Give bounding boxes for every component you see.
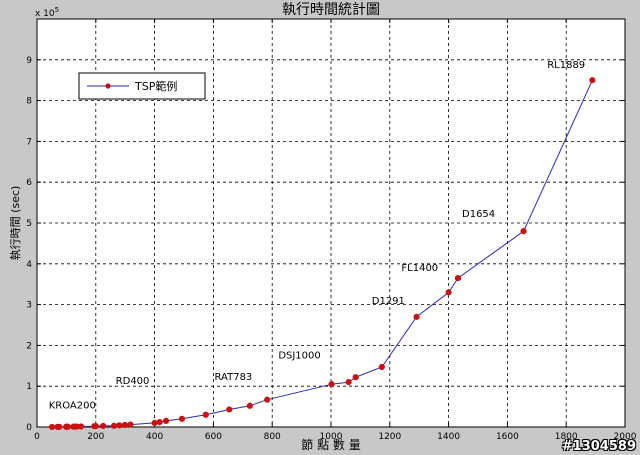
y-axis-multiplier: x 105	[35, 6, 59, 19]
data-point	[121, 421, 129, 429]
legend-entry-label: TSP範例	[134, 79, 177, 93]
data-point	[64, 423, 71, 430]
point-annotation: KROA200	[49, 401, 96, 412]
x-tick-label: 1800	[555, 432, 578, 442]
data-point	[264, 396, 271, 403]
data-point	[156, 419, 163, 426]
point-annotation: RAT783	[214, 372, 252, 383]
data-point	[454, 274, 462, 282]
data-point	[589, 77, 596, 84]
data-point	[110, 422, 118, 429]
data-point	[116, 422, 123, 429]
chart-title: 執行時間統計圖	[282, 2, 380, 18]
y-tick-label: 9	[26, 56, 32, 66]
legend: TSP範例	[78, 72, 206, 100]
data-point	[378, 363, 385, 371]
point-annotation: FL1400	[401, 263, 438, 274]
x-tick-label: 600	[205, 432, 222, 442]
annotations: KROA200 RD400 RAT783 DSJ1000 D1291 FL1400 D165…	[49, 60, 585, 412]
x-tick-label: 200	[87, 432, 104, 442]
y-axis-ticks: 0 1 2 3 4 5 6 7 8 9	[26, 18, 625, 433]
x-tick-label: 1600	[496, 432, 519, 442]
data-point	[100, 422, 107, 430]
x-tick-label: 400	[146, 432, 163, 442]
point-annotation: RL1889	[547, 60, 585, 71]
legend-marker-sample	[105, 83, 111, 89]
data-point	[151, 419, 158, 427]
data-point	[328, 381, 335, 388]
y-tick-label: 1	[26, 382, 32, 392]
x-tick-label: 0	[34, 432, 40, 442]
data-point	[56, 423, 63, 430]
point-annotation: D1654	[462, 209, 495, 220]
x-tick-label: 1000	[320, 432, 343, 442]
point-annotation: DSJ1000	[278, 350, 320, 361]
point-annotation: RD400	[116, 376, 150, 387]
data-point	[162, 417, 170, 424]
x-tick-label: 1200	[378, 432, 401, 442]
y-tick-label: 3	[26, 301, 32, 311]
y-tick-label: 6	[26, 178, 32, 188]
y-tick-label: 8	[26, 97, 32, 107]
x-tick-label: 2000	[614, 432, 637, 442]
data-point	[178, 415, 186, 422]
data-point	[413, 313, 420, 320]
data-point	[92, 423, 99, 430]
x-axis-label: 節 點 數 量	[301, 437, 360, 452]
data-point	[127, 421, 134, 428]
series-markers	[48, 77, 596, 431]
y-axis-label: 執行時間 (sec)	[9, 186, 22, 261]
y-tick-label: 7	[26, 137, 32, 147]
y-tick-label: 5	[26, 219, 32, 229]
data-point	[445, 289, 452, 296]
data-point	[345, 379, 352, 386]
data-point	[226, 406, 233, 413]
y-tick-label: 2	[26, 341, 32, 351]
data-point	[202, 411, 209, 418]
x-tick-label: 800	[264, 432, 281, 442]
y-tick-label: 0	[26, 423, 32, 433]
data-point	[48, 423, 56, 431]
point-annotation: D1291	[372, 296, 405, 307]
data-point	[246, 402, 253, 409]
y-tick-label: 4	[26, 260, 32, 270]
data-point	[520, 228, 527, 235]
watermark: #1304589	[561, 439, 636, 454]
x-axis-ticks: 0 200 400 600 800 1000 1200 1400 1600 1800 2000	[34, 19, 637, 442]
data-point	[352, 374, 359, 381]
x-tick-label: 1400	[437, 432, 460, 442]
data-point	[78, 423, 85, 430]
